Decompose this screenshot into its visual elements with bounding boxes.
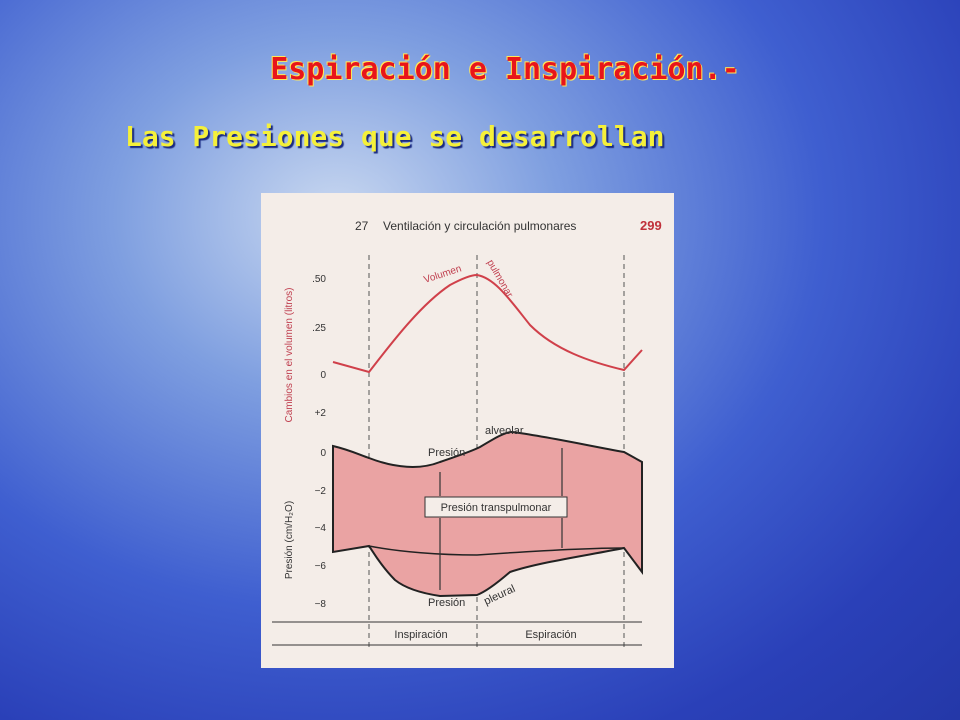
volume-axis-label: Cambios en el volumen (litros)	[284, 287, 295, 422]
phase-label: Espiración	[525, 629, 576, 641]
slide-title: Espiración e Inspiración.-	[270, 52, 740, 87]
page-number: 299	[640, 218, 662, 233]
volume-tick-label: .25	[312, 323, 326, 334]
curve-label: Presión transpulmonar	[441, 502, 552, 514]
pressure-tick-label: 0	[320, 448, 326, 459]
chapter: 27	[355, 219, 369, 233]
pleural-inner-line	[368, 545, 625, 556]
transpulmonary-box	[424, 496, 568, 518]
curve-label: alveolar	[485, 425, 524, 437]
page-header: Ventilación y circulación pulmonares	[383, 219, 576, 233]
pressure-tick-label: −6	[315, 561, 327, 572]
arrows	[439, 448, 563, 590]
pressure-tick-label: +2	[315, 408, 327, 419]
phase-label: Inspiración	[394, 629, 447, 641]
pressure-tick-label: −4	[315, 523, 327, 534]
pressure-tick-label: −2	[315, 486, 327, 497]
volume-curve	[332, 273, 643, 374]
phase-dividers	[368, 255, 625, 650]
pressure-tick-label: −8	[315, 599, 327, 610]
volume-tick-label: 0	[320, 370, 326, 381]
figure: 27 Ventilación y circulación pulmonares …	[261, 193, 674, 668]
pressure-axis-label: Presión (cm/H₂O)	[284, 501, 295, 579]
curve-label: Presión	[428, 447, 465, 459]
volume-tick-label: .50	[312, 274, 326, 285]
curve-label: Presión	[428, 597, 465, 609]
slide-subtitle: Las Presiones que se desarrollan	[125, 120, 665, 153]
figure-background	[261, 193, 674, 668]
